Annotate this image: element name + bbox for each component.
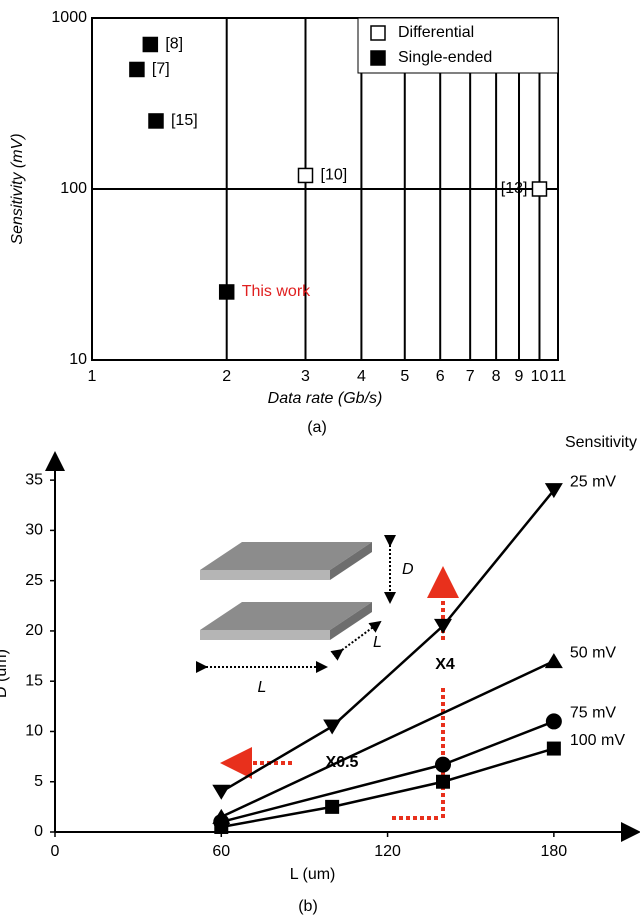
x-tick-label: 11: [550, 368, 567, 385]
marker: [325, 799, 340, 814]
legend-label: Single-ended: [398, 49, 492, 66]
x-axis-label: L (um): [290, 866, 336, 883]
x-tick-label: 8: [492, 368, 501, 385]
x-tick-label: 1: [88, 368, 97, 385]
x-axis-label: Data rate (Gb/s): [268, 390, 383, 407]
y-tick-label: 35: [25, 471, 43, 488]
x-tick-label: 9: [515, 368, 524, 385]
y-tick-label: 100: [60, 180, 87, 197]
y-tick-label: 10: [25, 723, 43, 740]
legend-marker: [370, 25, 386, 41]
x-tick-label: 6: [436, 368, 445, 385]
point-label: This work: [242, 283, 311, 300]
marker: [129, 61, 145, 78]
marker: [435, 756, 451, 773]
marker: [544, 483, 563, 499]
annotation: X4: [435, 656, 455, 673]
point-label: [10]: [321, 167, 348, 184]
annotation: L: [373, 634, 382, 651]
y-tick-label: 15: [25, 672, 43, 689]
point-label: [7]: [152, 61, 170, 78]
marker: [297, 167, 314, 184]
x-tick-label: 4: [357, 368, 366, 385]
x-tick-label: 0: [51, 843, 60, 860]
y-tick-label: 10: [69, 351, 87, 368]
point-label: [8]: [165, 36, 183, 53]
y-tick-label: 1000: [51, 9, 87, 26]
caption: (a): [307, 419, 327, 436]
y-axis-label: Sensitivity (mV): [9, 133, 26, 244]
x-tick-label: 3: [301, 368, 310, 385]
marker: [434, 618, 452, 634]
marker: [546, 741, 561, 756]
x-tick-label: 120: [374, 843, 401, 860]
annotation: L: [258, 679, 267, 696]
legend-marker: [370, 50, 386, 66]
y-tick-label: 25: [25, 572, 43, 589]
marker: [142, 36, 159, 53]
x-tick-label: 7: [466, 368, 475, 385]
annotation: X0.5: [326, 754, 359, 771]
y-tick-label: 5: [34, 773, 43, 790]
x-tick-label: 5: [400, 368, 409, 385]
x-tick-label: 10: [531, 368, 549, 385]
marker: [214, 819, 229, 834]
x-tick-label: 2: [222, 368, 231, 385]
series-line: [220, 489, 555, 793]
inset-plates: [196, 535, 396, 673]
marker: [218, 284, 235, 300]
series-label: 50 mV: [570, 644, 617, 661]
series-label: 100 mV: [570, 732, 625, 749]
marker: [531, 181, 548, 197]
y-tick-label: 0: [34, 823, 43, 840]
x-tick-label: 60: [212, 843, 230, 860]
marker: [323, 719, 342, 735]
marker: [545, 713, 562, 730]
marker: [148, 113, 164, 129]
annotation: D: [402, 561, 414, 578]
series-line: [221, 747, 555, 829]
caption: (b): [298, 898, 318, 915]
plot-frame: [91, 17, 559, 361]
series-label: 75 mV: [570, 705, 617, 722]
y-tick-label: 20: [25, 622, 43, 639]
point-label: [15]: [171, 112, 198, 129]
marker: [436, 774, 450, 789]
series-line: [220, 659, 555, 819]
x-tick-label: 180: [541, 843, 568, 860]
marker: [544, 653, 563, 669]
y-tick-label: 30: [25, 522, 43, 539]
legend-label: Differential: [398, 24, 474, 41]
legend-box: [357, 17, 559, 74]
series-label: 25 mV: [570, 473, 617, 490]
legend-title: Sensitivity: [565, 434, 637, 451]
y-axis-label: D (um): [0, 649, 10, 698]
point-label: [13]: [501, 180, 528, 197]
series-line: [220, 720, 555, 824]
marker: [212, 784, 231, 800]
